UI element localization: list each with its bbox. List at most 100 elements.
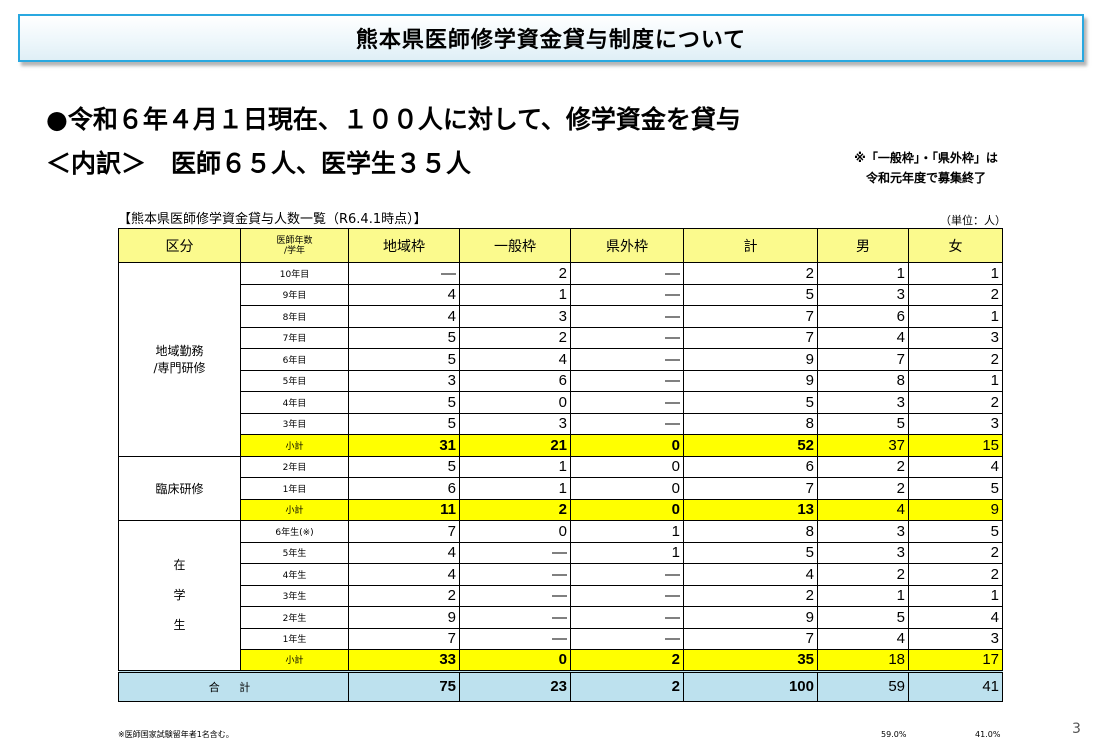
value-cell: 0 bbox=[570, 455, 684, 478]
loan-table: 区分 医師年数 /学年 地域枠 一般枠 県外枠 計 男 女 地域勤務/専門研修 1… bbox=[118, 228, 1003, 702]
value-cell: ― bbox=[459, 627, 571, 650]
value-cell: 5 bbox=[683, 283, 818, 306]
value-cell: ― bbox=[570, 348, 684, 371]
value-cell: 6 bbox=[348, 477, 460, 500]
header-outside: 県外枠 bbox=[570, 228, 684, 263]
table-row: 4年目 5 0 ― 5 3 2 bbox=[119, 391, 1003, 414]
value-cell: 2 bbox=[908, 391, 1003, 414]
table-row: 7年目 5 2 ― 7 4 3 bbox=[119, 326, 1003, 349]
year-cell: 6年生(※) bbox=[240, 520, 349, 543]
value-cell: 1 bbox=[817, 584, 909, 607]
value-cell: 2 bbox=[908, 563, 1003, 586]
headline: ●令和６年４月１日現在、１００人に対して、修学資金を貸与 bbox=[46, 105, 741, 134]
page-title: 熊本県医師修学資金貸与制度について bbox=[355, 28, 747, 53]
category-char: 在 bbox=[173, 558, 186, 573]
category-line: 臨床研修 bbox=[155, 481, 204, 496]
value-cell: 4 bbox=[348, 563, 460, 586]
value-cell: 4 bbox=[348, 541, 460, 564]
page-title-box: 熊本県医師修学資金貸与制度について bbox=[18, 14, 1084, 62]
year-cell: 2年目 bbox=[240, 455, 349, 478]
table-row: 6年目 5 4 ― 9 7 2 bbox=[119, 348, 1003, 371]
value-cell: ― bbox=[570, 369, 684, 392]
male-percentage: 59.0% bbox=[881, 730, 907, 739]
value-cell: ― bbox=[459, 606, 571, 629]
year-cell: 3年目 bbox=[240, 412, 349, 435]
breakdown: ＜内訳＞ 医師６５人、医学生３５人 bbox=[46, 149, 472, 178]
table-row: 地域勤務/専門研修 10年目 ― 2 ― 2 1 1 bbox=[118, 262, 1003, 457]
total-value-cell: 75 bbox=[348, 669, 460, 702]
value-cell: 2 bbox=[683, 584, 818, 607]
value-cell: 1 bbox=[817, 262, 909, 285]
value-cell: 0 bbox=[459, 520, 571, 543]
table-title: 【熊本県医師修学資金貸与人数一覧（R6.4.1時点）】 bbox=[118, 212, 427, 227]
value-cell: ― bbox=[570, 262, 684, 285]
value-cell: 2 bbox=[817, 455, 909, 478]
value-cell: 1 bbox=[459, 477, 571, 500]
footnote: ※医師国家試験留年者1名含む。 bbox=[118, 730, 234, 739]
header-male: 男 bbox=[817, 228, 909, 263]
value-cell: 52 bbox=[683, 434, 818, 457]
value-cell: 7 bbox=[683, 627, 818, 650]
header-total: 計 bbox=[683, 228, 818, 263]
value-cell: 33 bbox=[348, 649, 460, 672]
header-year: 医師年数 /学年 bbox=[240, 228, 349, 263]
year-cell: 3年生 bbox=[240, 584, 349, 607]
value-cell: 2 bbox=[459, 262, 571, 285]
recruitment-note: ※「一般枠」・「県外枠」は 令和元年度で募集終了 bbox=[826, 148, 1026, 188]
value-cell: 2 bbox=[908, 283, 1003, 306]
value-cell: 11 bbox=[348, 498, 460, 521]
total-row: 合 計 75 23 2 100 59 41 bbox=[118, 669, 1003, 702]
unit-label: （単位：人） bbox=[940, 214, 1006, 227]
value-cell: ― bbox=[570, 627, 684, 650]
value-cell: 1 bbox=[908, 369, 1003, 392]
value-cell: ― bbox=[570, 584, 684, 607]
value-cell: 4 bbox=[348, 305, 460, 328]
header-general: 一般枠 bbox=[459, 228, 571, 263]
year-cell: 1年生 bbox=[240, 627, 349, 650]
note-line-2: 令和元年度で募集終了 bbox=[865, 171, 986, 185]
value-cell: 0 bbox=[570, 477, 684, 500]
category-line: /専門研修 bbox=[153, 361, 206, 376]
value-cell: 2 bbox=[817, 563, 909, 586]
value-cell: 7 bbox=[817, 348, 909, 371]
value-cell: 3 bbox=[459, 412, 571, 435]
value-cell: 1 bbox=[908, 584, 1003, 607]
value-cell: 4 bbox=[908, 455, 1003, 478]
category-char: 学 bbox=[173, 588, 186, 603]
table-row: 9年目 4 1 ― 5 3 2 bbox=[119, 283, 1003, 306]
year-cell: 9年目 bbox=[240, 283, 349, 306]
value-cell: 5 bbox=[683, 541, 818, 564]
subtotal-row: 小計 33 0 2 35 18 17 bbox=[119, 649, 1003, 672]
category-cell-g1: 地域勤務/専門研修 bbox=[118, 262, 241, 457]
value-cell: ― bbox=[570, 391, 684, 414]
value-cell: 0 bbox=[459, 391, 571, 414]
value-cell: 2 bbox=[570, 649, 684, 672]
value-cell: 4 bbox=[348, 283, 460, 306]
value-cell: 2 bbox=[683, 262, 818, 285]
value-cell: 3 bbox=[817, 520, 909, 543]
table-row: 4年生 4 ― ― 4 2 2 bbox=[119, 563, 1003, 586]
value-cell: ― bbox=[459, 563, 571, 586]
value-cell: ― bbox=[570, 305, 684, 328]
value-cell: ― bbox=[348, 262, 460, 285]
value-cell: 3 bbox=[817, 391, 909, 414]
value-cell: 9 bbox=[683, 348, 818, 371]
value-cell: 18 bbox=[817, 649, 909, 672]
value-cell: 1 bbox=[570, 520, 684, 543]
value-cell: 2 bbox=[817, 477, 909, 500]
value-cell: 8 bbox=[683, 520, 818, 543]
value-cell: ― bbox=[570, 606, 684, 629]
value-cell: 9 bbox=[683, 369, 818, 392]
value-cell: 3 bbox=[817, 541, 909, 564]
category-cell-g2: 臨床研修 bbox=[118, 455, 241, 521]
value-cell: 4 bbox=[908, 606, 1003, 629]
value-cell: 4 bbox=[817, 498, 909, 521]
header-category: 区分 bbox=[118, 228, 241, 263]
value-cell: 4 bbox=[817, 627, 909, 650]
total-label: 合 計 bbox=[118, 669, 349, 702]
value-cell: 5 bbox=[683, 391, 818, 414]
value-cell: ― bbox=[570, 326, 684, 349]
value-cell: 37 bbox=[817, 434, 909, 457]
category-cell-g3: 在学生 bbox=[118, 520, 241, 672]
value-cell: 9 bbox=[683, 606, 818, 629]
